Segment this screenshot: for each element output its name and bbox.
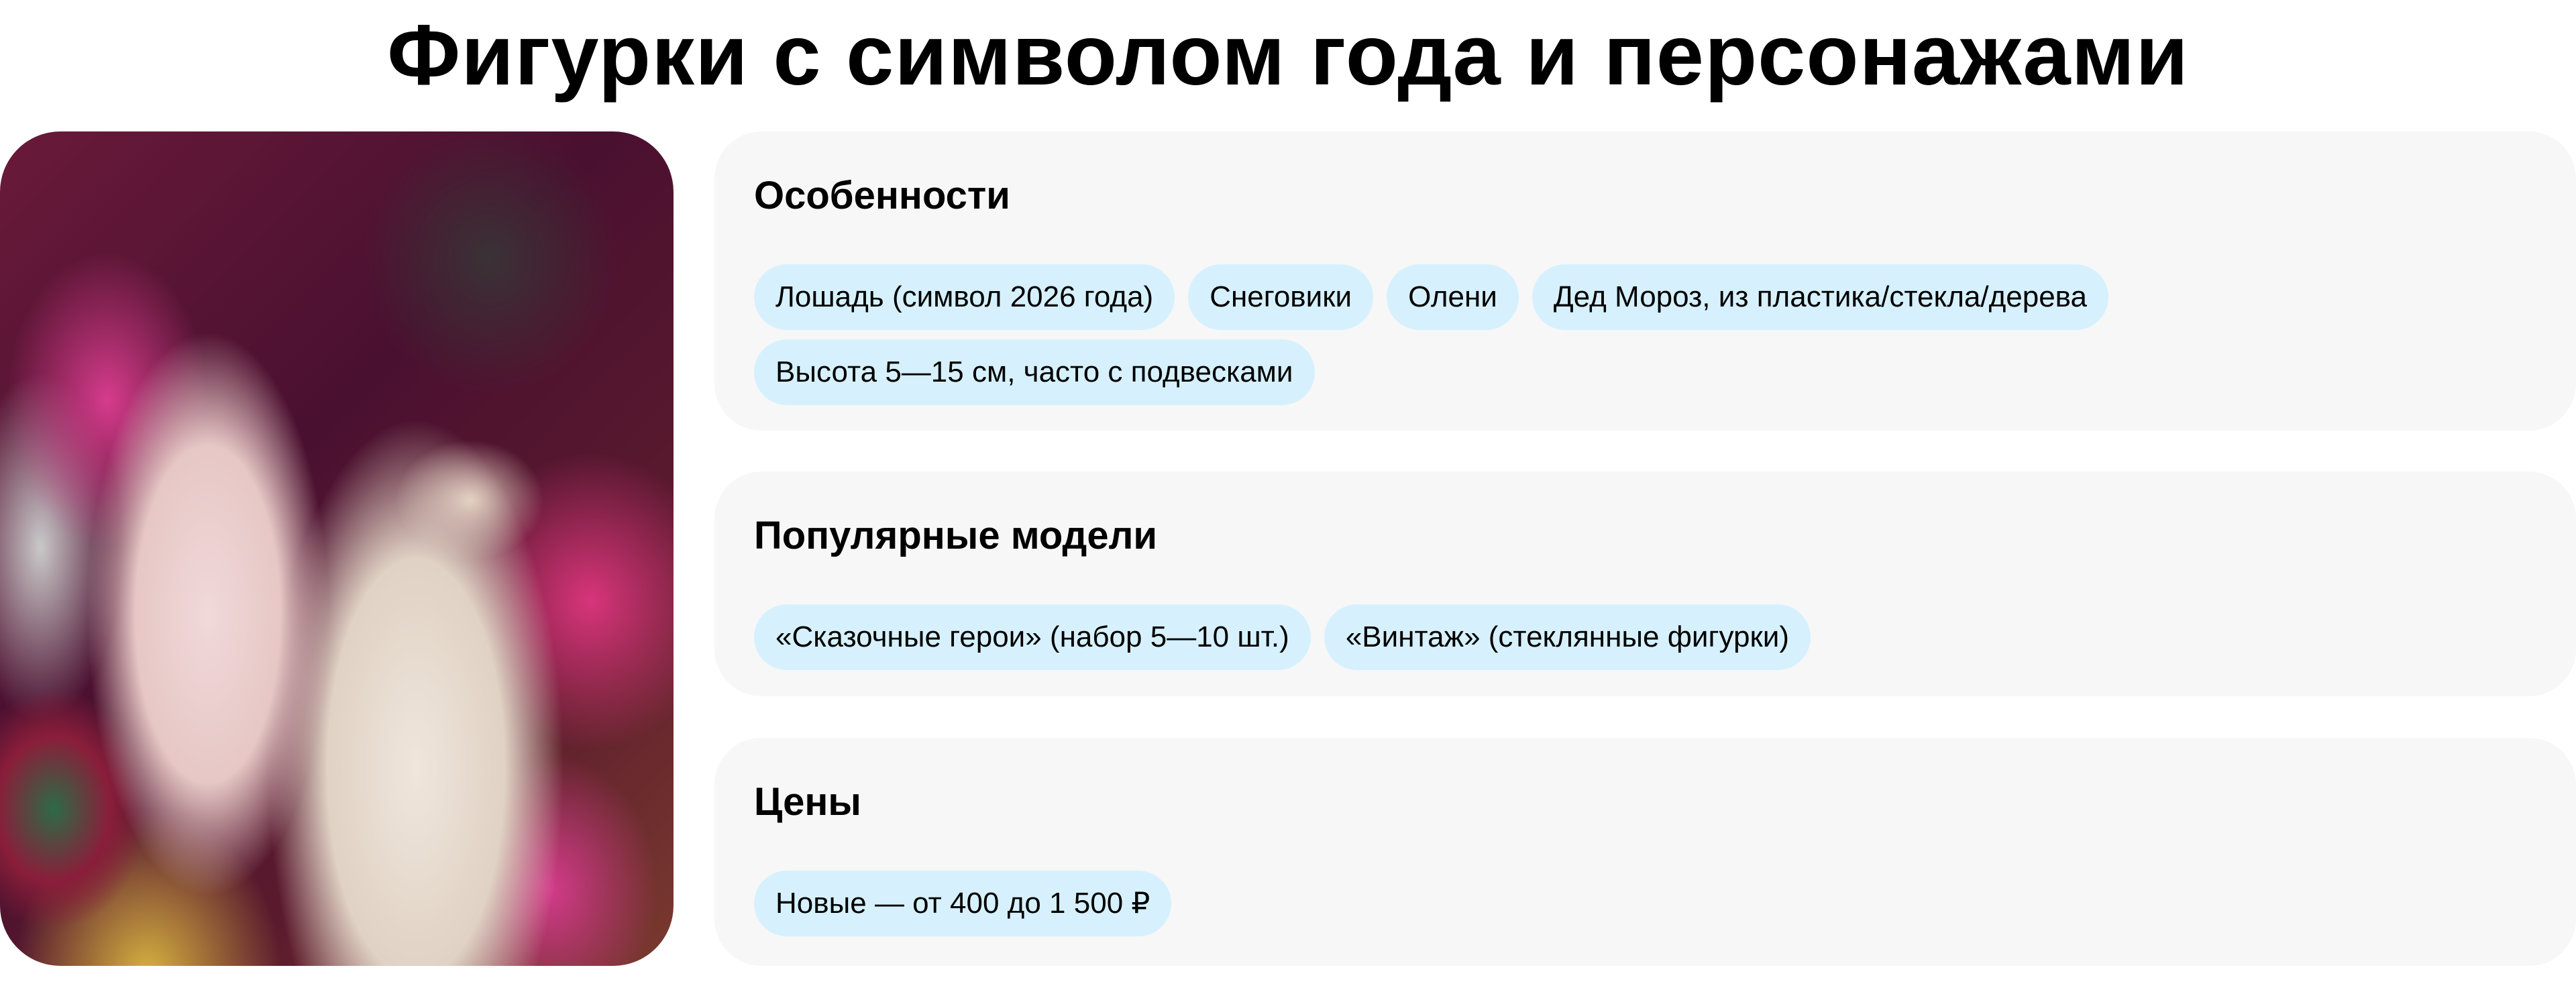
chip: Дед Мороз, из пластика/стекла/дерева — [1532, 264, 2109, 330]
product-photo — [0, 131, 674, 966]
chip-list: Новые — от 400 до 1 500 ₽ — [754, 871, 2536, 936]
chip-list: «Сказочные герои» (набор 5—10 шт.) «Винт… — [754, 604, 2536, 670]
section-heading: Цены — [754, 780, 861, 824]
section-features: Особенности Лошадь (символ 2026 года) Сн… — [714, 131, 2576, 431]
chip: Олени — [1387, 264, 1519, 330]
chip: Высота 5—15 см, часто с подвесками — [754, 339, 1315, 405]
section-heading: Особенности — [754, 174, 1010, 217]
chip: «Сказочные герои» (набор 5—10 шт.) — [754, 604, 1311, 670]
chip: «Винтаж» (стеклянные фигурки) — [1324, 604, 1811, 670]
section-prices: Цены Новые — от 400 до 1 500 ₽ — [714, 738, 2576, 966]
section-popular-models: Популярные модели «Сказочные герои» (наб… — [714, 472, 2576, 696]
section-heading: Популярные модели — [754, 514, 1158, 557]
page-title: Фигурки с символом года и персонажами — [387, 7, 2189, 103]
chip-list: Лошадь (символ 2026 года) Снеговики Олен… — [754, 264, 2536, 405]
chip: Новые — от 400 до 1 500 ₽ — [754, 871, 1172, 936]
chip: Снеговики — [1188, 264, 1374, 330]
chip: Лошадь (символ 2026 года) — [754, 264, 1175, 330]
